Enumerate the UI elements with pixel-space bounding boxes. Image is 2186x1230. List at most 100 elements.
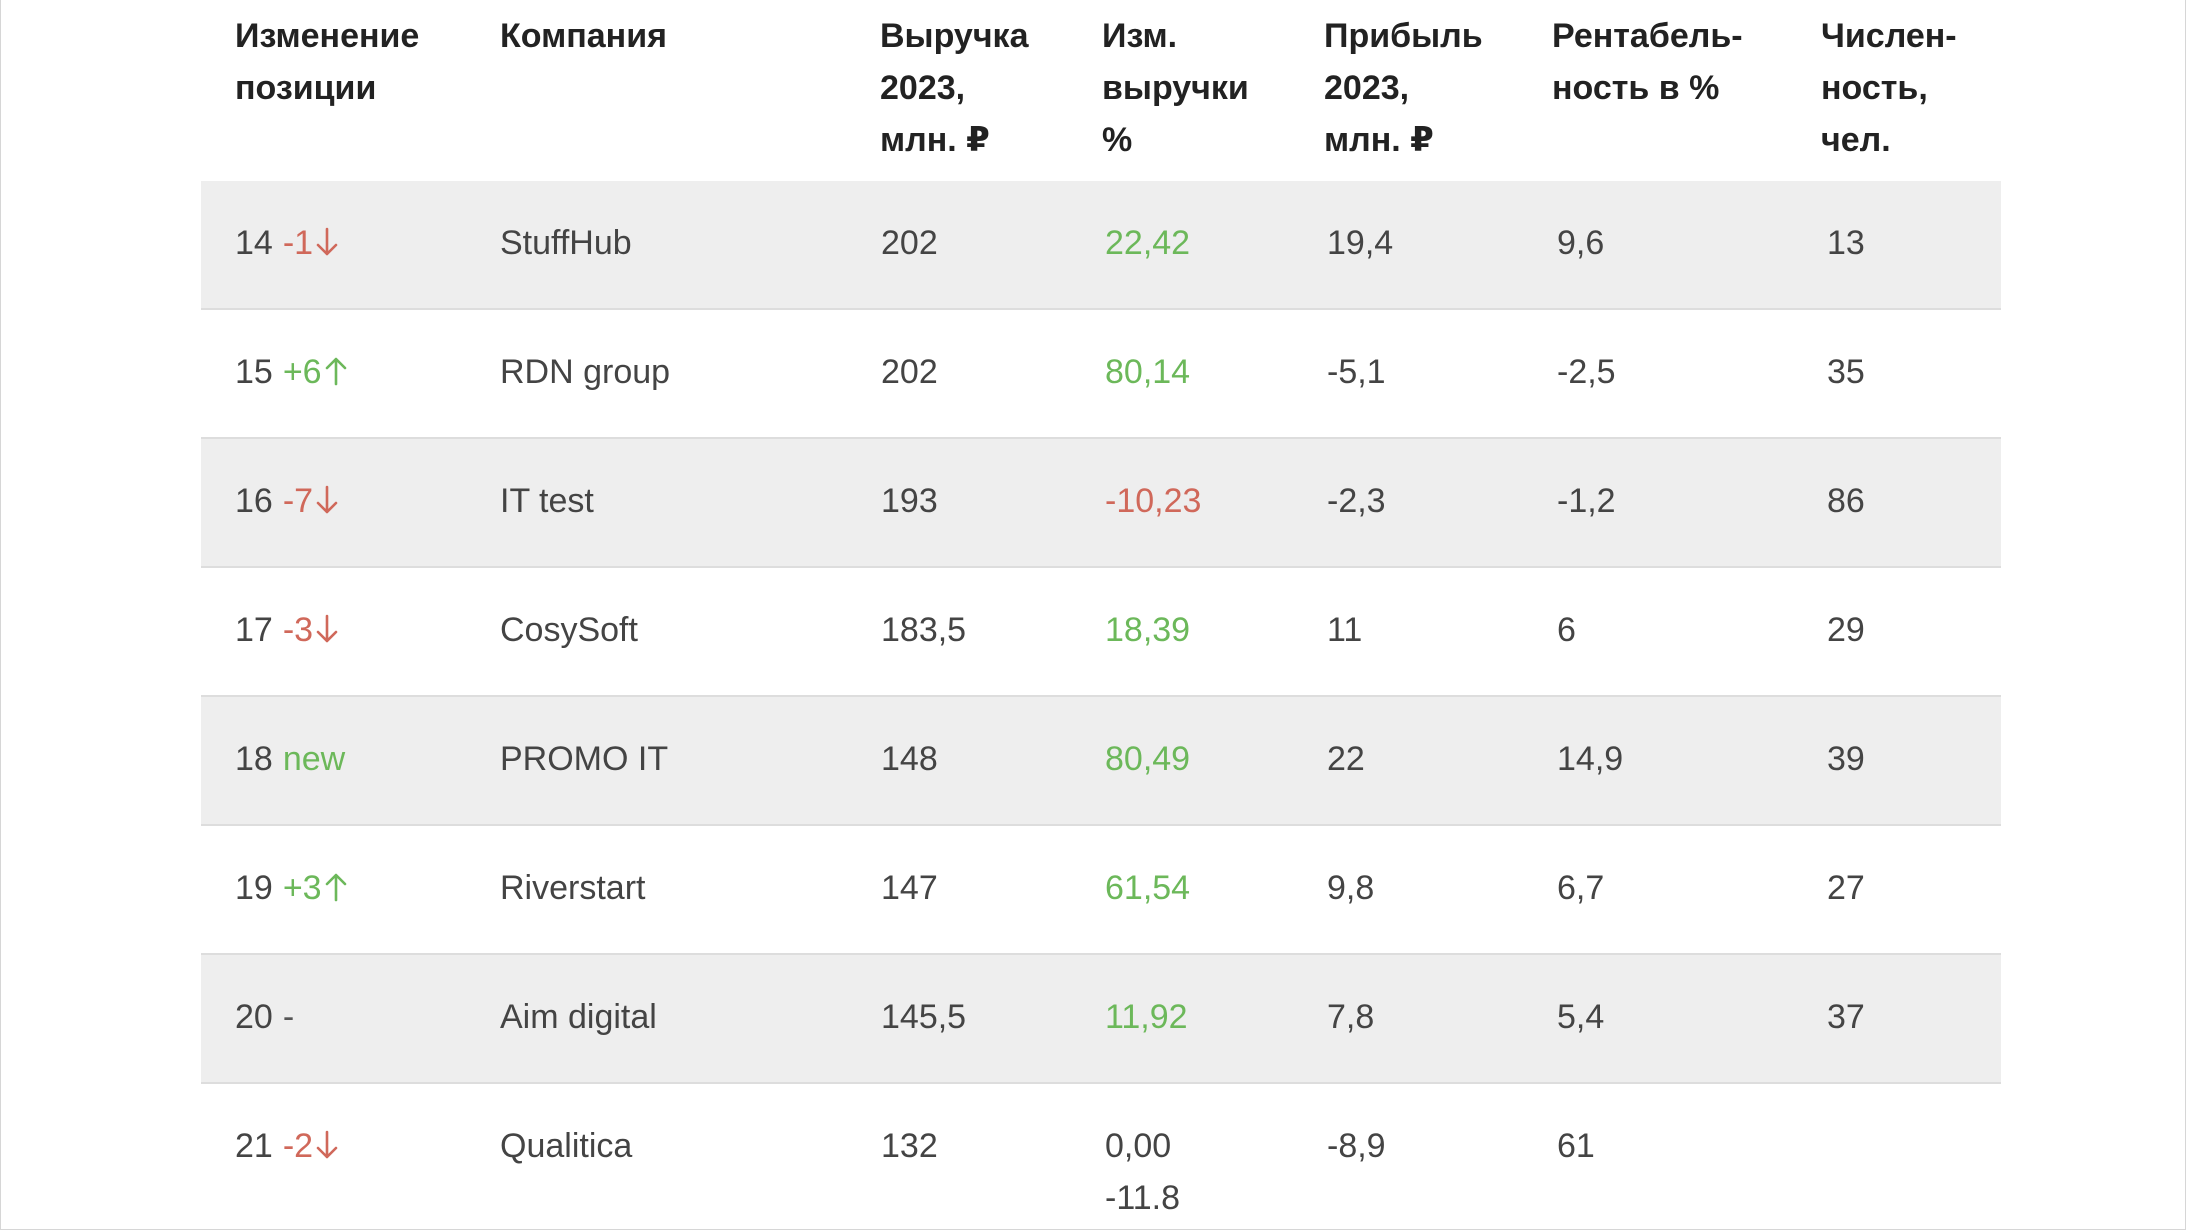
arrow-down-icon bbox=[313, 482, 339, 520]
arrow-up-icon bbox=[322, 869, 348, 907]
position-cell: 19 +3 bbox=[235, 862, 348, 914]
revenue-cell: 147 bbox=[881, 869, 938, 907]
profitability-cell: 5,4 bbox=[1557, 998, 1605, 1036]
revenue-change-cell: -10,23 bbox=[1105, 482, 1202, 520]
rank-number: 18 bbox=[235, 740, 273, 778]
profitability-cell: -1,2 bbox=[1557, 482, 1616, 520]
position-cell: 14 -1 bbox=[235, 217, 339, 269]
company-cell: Riverstart bbox=[500, 869, 646, 907]
position-cell: 20- bbox=[235, 991, 294, 1043]
profitability-cell: -2,5 bbox=[1557, 353, 1616, 391]
headcount-cell: 86 bbox=[1827, 482, 1865, 520]
revenue-cell: 202 bbox=[881, 224, 938, 262]
table-row: 18 new PROMO IT 148 80,49 22 14,9 39 bbox=[201, 697, 2001, 826]
profit-cell: -5,1 bbox=[1327, 353, 1386, 391]
revenue-cell: 183,5 bbox=[881, 611, 967, 649]
table-row: 17 -3 CosySoft 183,5 18,39 11 6 29 bbox=[201, 568, 2001, 697]
headcount-cell: 35 bbox=[1827, 353, 1865, 391]
headcount-cell: 27 bbox=[1827, 869, 1865, 907]
position-cell: 18 new bbox=[235, 733, 345, 785]
revenue-change-cell: 80,14 bbox=[1105, 353, 1191, 391]
header-revenue: Выручка 2023, млн. ₽ bbox=[880, 17, 1029, 159]
header-profit: Прибыль 2023, млн. ₽ bbox=[1324, 17, 1483, 159]
profit-cell: 9,8 bbox=[1327, 869, 1375, 907]
position-change: +3 bbox=[283, 869, 348, 907]
header-position-change: Изменение позиции bbox=[235, 17, 420, 107]
table-row: 21 -2 Qualitica 132 0,00 -11.8 -8,9 61 bbox=[201, 1084, 2001, 1229]
table-row: 20- Aim digital 145,5 11,92 7,8 5,4 37 bbox=[201, 955, 2001, 1084]
profitability-cell: 9,6 bbox=[1557, 224, 1605, 262]
position-change: -3 bbox=[283, 611, 339, 649]
company-cell: PROMO IT bbox=[500, 740, 669, 778]
company-cell: Aim digital bbox=[500, 998, 657, 1036]
position-change-value: -7 bbox=[282, 482, 314, 520]
table-row: 16 -7 IT test 193 -10,23 -2,3 -1,2 86 bbox=[201, 439, 2001, 568]
table-row: 19 +3 Riverstart 147 61,54 9,8 6,7 27 bbox=[201, 826, 2001, 955]
revenue-cell: 148 bbox=[881, 740, 938, 778]
revenue-cell: 193 bbox=[881, 482, 938, 520]
rank-number: 21 bbox=[235, 1127, 273, 1165]
revenue-change-cell: 11,92 bbox=[1105, 998, 1188, 1036]
table-row: 15 +6 RDN group 202 80,14 -5,1 -2,5 35 bbox=[201, 310, 2001, 439]
revenue-change-cell: 80,49 bbox=[1105, 740, 1191, 778]
position-change: +6 bbox=[283, 353, 348, 391]
profit-cell: -2,3 bbox=[1327, 482, 1386, 520]
revenue-change-cell: 61,54 bbox=[1105, 869, 1191, 907]
company-cell: Qualitica bbox=[500, 1127, 633, 1165]
company-cell: CosySoft bbox=[500, 611, 638, 649]
profitability-cell: 14,9 bbox=[1557, 740, 1624, 778]
ranking-table: Изменение позиции Компания Выручка 2023,… bbox=[201, 0, 2001, 1229]
revenue-cell: 202 bbox=[881, 353, 938, 391]
arrow-up-icon bbox=[322, 353, 348, 391]
company-cell: RDN group bbox=[500, 353, 671, 391]
position-cell: 16 -7 bbox=[235, 475, 339, 527]
header-revenue-change: Изм. выручки % bbox=[1102, 17, 1249, 159]
position-change: new bbox=[283, 740, 345, 778]
position-change: -7 bbox=[283, 482, 339, 520]
position-cell: 21 -2 bbox=[235, 1120, 339, 1172]
position-change: -2 bbox=[283, 1127, 339, 1165]
profit-cell: 19,4 bbox=[1327, 224, 1394, 262]
position-cell: 15 +6 bbox=[235, 346, 348, 398]
position-change-value: -3 bbox=[282, 611, 314, 649]
position-change-value: -2 bbox=[282, 1127, 314, 1165]
profitability-cell: 6 bbox=[1557, 611, 1576, 649]
arrow-down-icon bbox=[313, 1127, 339, 1165]
revenue-change-cell: 22,42 bbox=[1105, 224, 1191, 262]
revenue-change-cell: 0,00 -11.8 bbox=[1105, 1127, 1180, 1217]
headcount-cell: 39 bbox=[1827, 740, 1865, 778]
position-cell: 17 -3 bbox=[235, 604, 339, 656]
header-headcount: Числен- ность, чел. bbox=[1821, 17, 1957, 159]
profit-cell: 22 bbox=[1327, 740, 1365, 778]
position-change: - bbox=[283, 998, 294, 1036]
position-change-value: +3 bbox=[282, 869, 322, 907]
headcount-cell: 29 bbox=[1827, 611, 1865, 649]
headcount-cell: 13 bbox=[1827, 224, 1865, 262]
position-change-value: - bbox=[282, 998, 295, 1036]
table-row: 14 -1 StuffHub 202 22,42 19,4 9,6 13 bbox=[201, 181, 2001, 310]
rank-number: 20 bbox=[235, 998, 273, 1036]
table-body: 14 -1 StuffHub 202 22,42 19,4 9,6 13 15 +6 RDN gro… bbox=[201, 181, 2001, 1229]
table-header: Изменение позиции Компания Выручка 2023,… bbox=[201, 0, 2001, 181]
revenue-cell: 132 bbox=[881, 1127, 938, 1165]
rank-number: 16 bbox=[235, 482, 273, 520]
company-cell: StuffHub bbox=[500, 224, 632, 262]
profit-cell: 11 bbox=[1327, 611, 1363, 649]
position-change-value: +6 bbox=[282, 353, 322, 391]
arrow-down-icon bbox=[313, 611, 339, 649]
profitability-cell: 61 bbox=[1557, 1127, 1595, 1165]
header-profitability: Рентабель- ность в % bbox=[1552, 17, 1743, 107]
company-cell: IT test bbox=[500, 482, 594, 520]
rank-number: 15 bbox=[235, 353, 273, 391]
profit-cell: -8,9 bbox=[1327, 1127, 1386, 1165]
position-change-value: new bbox=[282, 740, 346, 778]
rank-number: 14 bbox=[235, 224, 273, 262]
profit-cell: 7,8 bbox=[1327, 998, 1375, 1036]
headcount-cell: 37 bbox=[1827, 998, 1865, 1036]
rank-number: 17 bbox=[235, 611, 273, 649]
header-company: Компания bbox=[500, 17, 667, 55]
position-change: -1 bbox=[283, 224, 339, 262]
arrow-down-icon bbox=[313, 224, 339, 262]
revenue-change-cell: 18,39 bbox=[1105, 611, 1191, 649]
